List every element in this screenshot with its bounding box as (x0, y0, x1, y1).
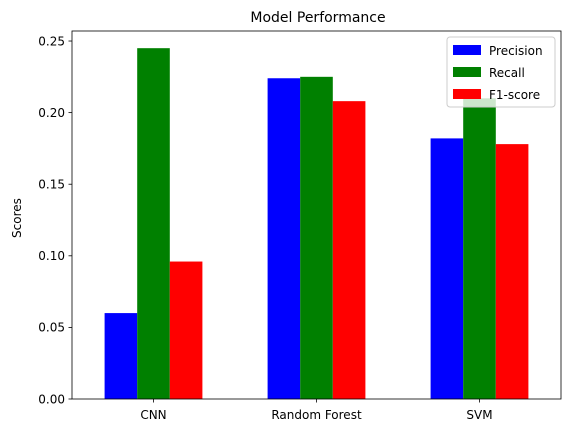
y-tick-label: 0.00 (38, 392, 65, 406)
legend-label: Recall (489, 66, 525, 80)
bar-recall-random-forest (300, 76, 333, 399)
bar-precision-random-forest (267, 78, 301, 399)
legend-label: Precision (489, 44, 543, 58)
bar-recall-cnn (137, 48, 170, 400)
chart-title: Model Performance (250, 10, 385, 26)
y-axis-label: Scores (10, 198, 24, 238)
legend: Precision Recall F1-score (446, 36, 556, 108)
y-tick-label: 0.20 (38, 106, 65, 120)
y-tick-label: 0.25 (38, 34, 65, 48)
bar-f1-score-random-forest (332, 101, 366, 399)
x-tick-label: Random Forest (271, 408, 362, 422)
bar-precision-cnn (104, 313, 138, 399)
legend-swatch (453, 45, 481, 55)
bar-precision-svm (430, 138, 464, 399)
y-tick-label: 0.15 (38, 178, 65, 192)
bar-f1-score-svm (495, 144, 529, 399)
y-tick-label: 0.05 (38, 321, 65, 335)
bar-recall-svm (463, 98, 496, 400)
legend-swatch (453, 67, 481, 77)
y-tick-label: 0.10 (38, 249, 65, 263)
legend-label: F1-score (489, 88, 540, 102)
bar-f1-score-cnn (169, 261, 203, 399)
legend-swatch (453, 89, 481, 99)
x-tick-label: CNN (140, 408, 166, 422)
axes-layer: 0.00 0.05 0.10 0.15 0.20 0.25 CNN Random Forest… (38, 30, 562, 422)
bars-layer (104, 48, 529, 400)
x-tick-label: SVM (466, 408, 492, 422)
